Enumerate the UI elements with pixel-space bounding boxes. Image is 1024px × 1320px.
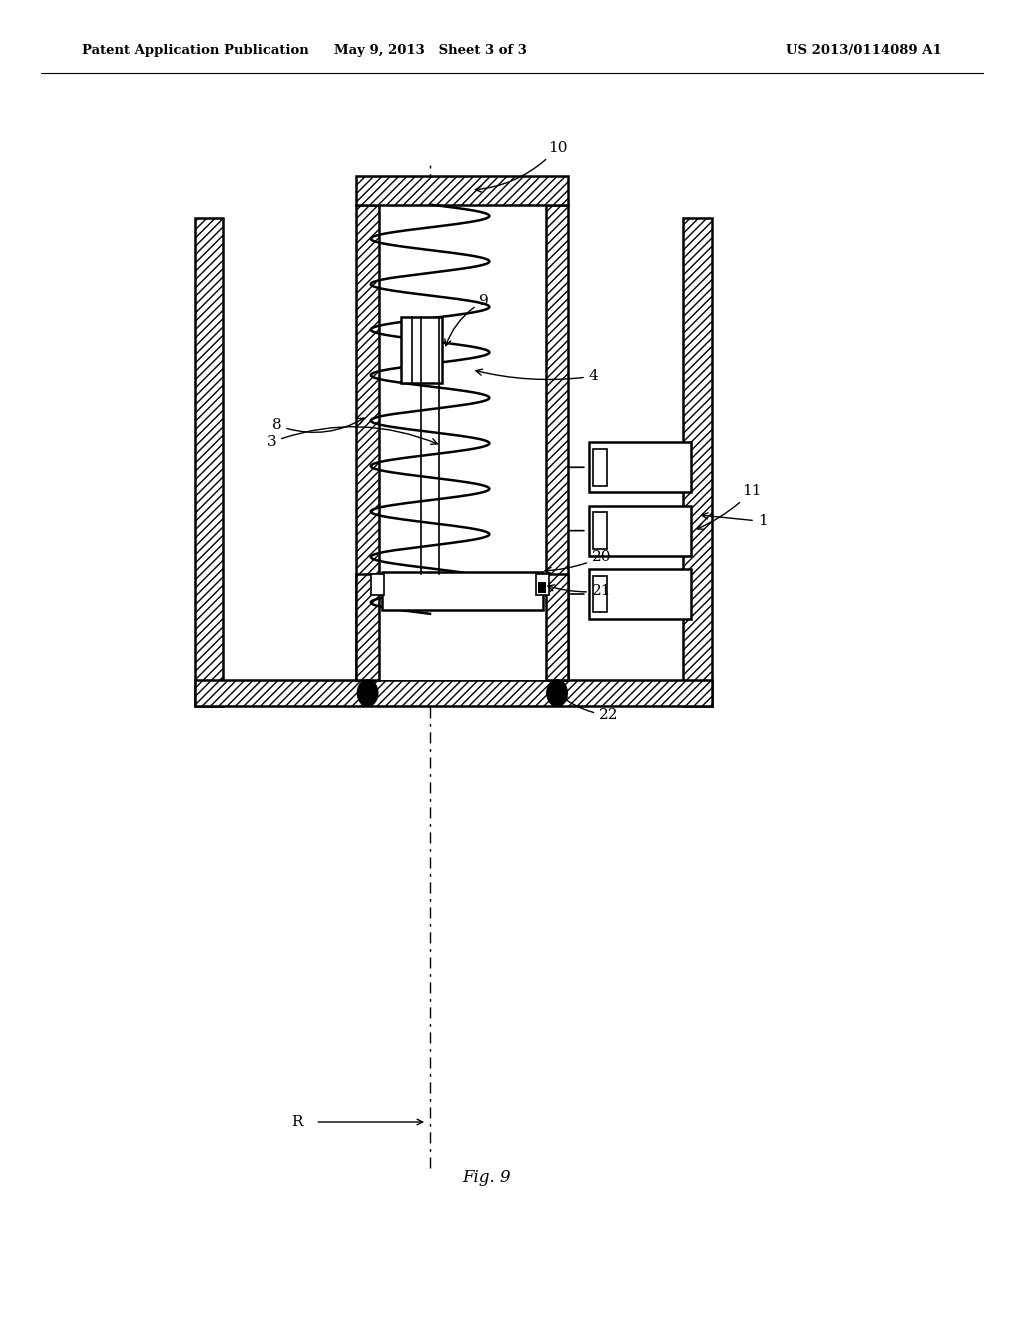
Bar bbox=[195, 218, 223, 706]
Text: 21: 21 bbox=[548, 585, 611, 598]
Text: Patent Application Publication: Patent Application Publication bbox=[82, 44, 308, 57]
Bar bbox=[546, 205, 568, 680]
Text: 10: 10 bbox=[475, 141, 567, 193]
Text: 4: 4 bbox=[476, 370, 599, 383]
Bar bbox=[593, 449, 607, 486]
Bar bbox=[382, 572, 543, 610]
Bar bbox=[401, 317, 442, 383]
Bar bbox=[546, 574, 568, 680]
Bar bbox=[195, 680, 712, 706]
Bar bbox=[356, 205, 568, 680]
Bar bbox=[371, 574, 384, 595]
Text: 11: 11 bbox=[697, 484, 762, 529]
Text: Fig. 9: Fig. 9 bbox=[462, 1170, 511, 1185]
Bar bbox=[683, 218, 712, 706]
Circle shape bbox=[357, 680, 378, 706]
Text: May 9, 2013   Sheet 3 of 3: May 9, 2013 Sheet 3 of 3 bbox=[334, 44, 526, 57]
Bar bbox=[593, 512, 607, 549]
Bar bbox=[589, 569, 691, 619]
Bar bbox=[536, 574, 549, 595]
Bar bbox=[195, 680, 712, 706]
Bar bbox=[356, 205, 379, 680]
Bar bbox=[589, 506, 691, 556]
Bar bbox=[356, 176, 568, 205]
Bar bbox=[589, 442, 691, 492]
Bar bbox=[546, 205, 568, 680]
Text: US 2013/0114089 A1: US 2013/0114089 A1 bbox=[786, 44, 942, 57]
Bar bbox=[683, 218, 712, 706]
Bar bbox=[379, 574, 546, 680]
Text: 20: 20 bbox=[545, 550, 611, 573]
Text: 22: 22 bbox=[560, 696, 618, 722]
Text: 1: 1 bbox=[701, 512, 768, 528]
Bar bbox=[356, 176, 568, 205]
Text: 9: 9 bbox=[444, 294, 489, 346]
Bar bbox=[356, 205, 379, 680]
Bar bbox=[356, 574, 379, 680]
Bar bbox=[538, 582, 546, 593]
Bar bbox=[356, 574, 379, 680]
Text: R: R bbox=[291, 1115, 303, 1129]
Bar bbox=[593, 576, 607, 612]
Text: 3: 3 bbox=[266, 426, 437, 449]
Bar bbox=[546, 574, 568, 680]
Bar bbox=[195, 218, 223, 706]
Text: 8: 8 bbox=[271, 418, 364, 433]
Circle shape bbox=[547, 680, 567, 706]
